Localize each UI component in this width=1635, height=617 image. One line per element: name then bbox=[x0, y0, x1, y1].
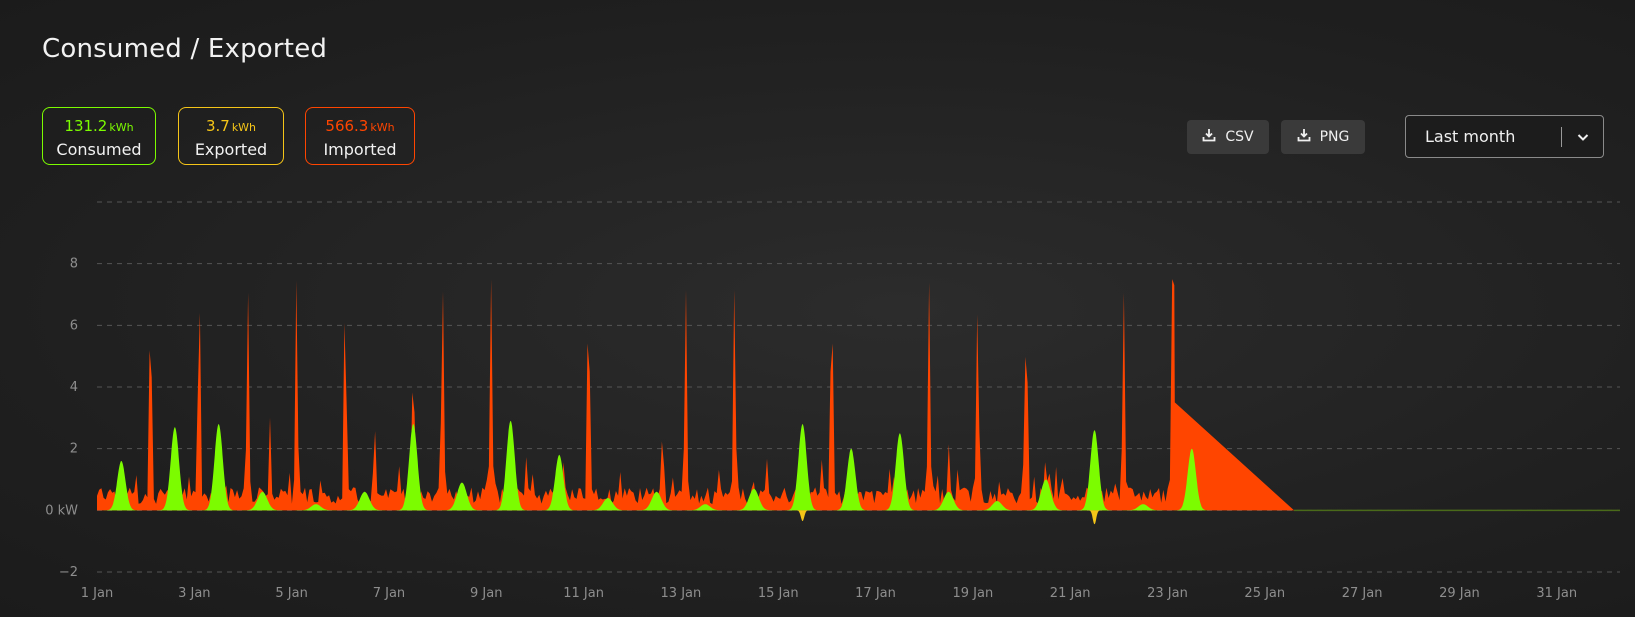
consumed-peak bbox=[295, 504, 337, 511]
consumed-peak bbox=[541, 454, 577, 511]
consumed-peak bbox=[1174, 448, 1210, 511]
consumed-peak bbox=[1122, 504, 1164, 511]
consumed-peak bbox=[242, 491, 283, 511]
consumed-unit: kWh bbox=[109, 121, 134, 134]
consumed-peak bbox=[976, 501, 1018, 511]
download-icon bbox=[1297, 128, 1311, 146]
x-tick-label: 3 Jan bbox=[178, 586, 210, 601]
consumed-peak bbox=[395, 424, 431, 511]
x-tick-label: 15 Jan bbox=[758, 586, 799, 601]
exported-dip bbox=[1087, 510, 1102, 525]
imported-area bbox=[97, 279, 1294, 511]
consumed-label: Consumed bbox=[56, 140, 142, 159]
x-tick-label: 25 Jan bbox=[1244, 586, 1285, 601]
consumed-stat-card: 131.2 kWh Consumed bbox=[42, 107, 156, 165]
x-tick-label: 1 Jan bbox=[81, 586, 113, 601]
x-tick-label: 19 Jan bbox=[952, 586, 993, 601]
consumed-peak bbox=[1025, 479, 1067, 511]
imported-label: Imported bbox=[323, 140, 397, 159]
page-title: Consumed / Exported bbox=[42, 34, 328, 64]
select-separator bbox=[1561, 127, 1562, 147]
consumed-peak bbox=[882, 433, 918, 511]
x-tick-label: 7 Jan bbox=[373, 586, 405, 601]
y-tick-label: 4 bbox=[70, 380, 78, 395]
exported-value: 3.7 kWh bbox=[205, 117, 257, 135]
x-tick-label: 5 Jan bbox=[275, 586, 307, 601]
consumed-peak bbox=[344, 491, 386, 511]
y-tick-label: 6 bbox=[70, 318, 78, 333]
consumed-peak bbox=[201, 424, 237, 511]
x-tick-label: 11 Jan bbox=[563, 586, 604, 601]
png-label: PNG bbox=[1319, 129, 1350, 145]
y-tick-label: 2 bbox=[70, 442, 78, 457]
consumed-peak bbox=[684, 504, 726, 511]
exported-dip bbox=[795, 510, 810, 522]
imported-value: 566.3 kWh bbox=[325, 117, 395, 135]
time-range-value: Last month bbox=[1425, 127, 1516, 146]
consumed-peak bbox=[493, 420, 529, 511]
consumed-value: 131.2 kWh bbox=[64, 117, 134, 135]
csv-download-button[interactable]: CSV bbox=[1187, 120, 1269, 154]
download-icon bbox=[1202, 128, 1216, 146]
consumed-peak bbox=[733, 488, 775, 511]
consumed-peak bbox=[441, 482, 483, 511]
y-tick-label: −2 bbox=[59, 565, 78, 580]
x-tick-label: 31 Jan bbox=[1536, 586, 1577, 601]
x-tick-label: 9 Jan bbox=[470, 586, 502, 601]
imported-unit: kWh bbox=[370, 121, 395, 134]
csv-label: CSV bbox=[1225, 129, 1254, 145]
x-tick-label: 17 Jan bbox=[855, 586, 896, 601]
x-tick-label: 13 Jan bbox=[661, 586, 702, 601]
x-tick-label: 23 Jan bbox=[1147, 586, 1188, 601]
exported-label: Exported bbox=[194, 140, 268, 159]
consumed-peak bbox=[785, 424, 821, 511]
consumed-peak bbox=[833, 448, 869, 511]
png-download-button[interactable]: PNG bbox=[1281, 120, 1365, 154]
consumed-peak bbox=[157, 427, 193, 511]
x-tick-label: 21 Jan bbox=[1050, 586, 1091, 601]
consumed-peak bbox=[928, 491, 969, 511]
consumed-peak bbox=[103, 461, 139, 511]
imported-stat-card: 566.3 kWh Imported bbox=[305, 107, 415, 165]
x-tick-label: 27 Jan bbox=[1342, 586, 1383, 601]
y-tick-label: 0 kW bbox=[45, 503, 78, 518]
exported-stat-card: 3.7 kWh Exported bbox=[178, 107, 284, 165]
consumed-peak bbox=[587, 498, 629, 511]
exported-unit: kWh bbox=[231, 121, 257, 134]
x-tick-label: 29 Jan bbox=[1439, 586, 1480, 601]
consumed-peak bbox=[636, 491, 678, 511]
chevron-down-icon[interactable] bbox=[1576, 129, 1590, 148]
consumed-peak bbox=[1076, 430, 1113, 511]
y-tick-label: 8 bbox=[70, 257, 78, 272]
time-range-select[interactable]: Last month bbox=[1405, 115, 1604, 158]
